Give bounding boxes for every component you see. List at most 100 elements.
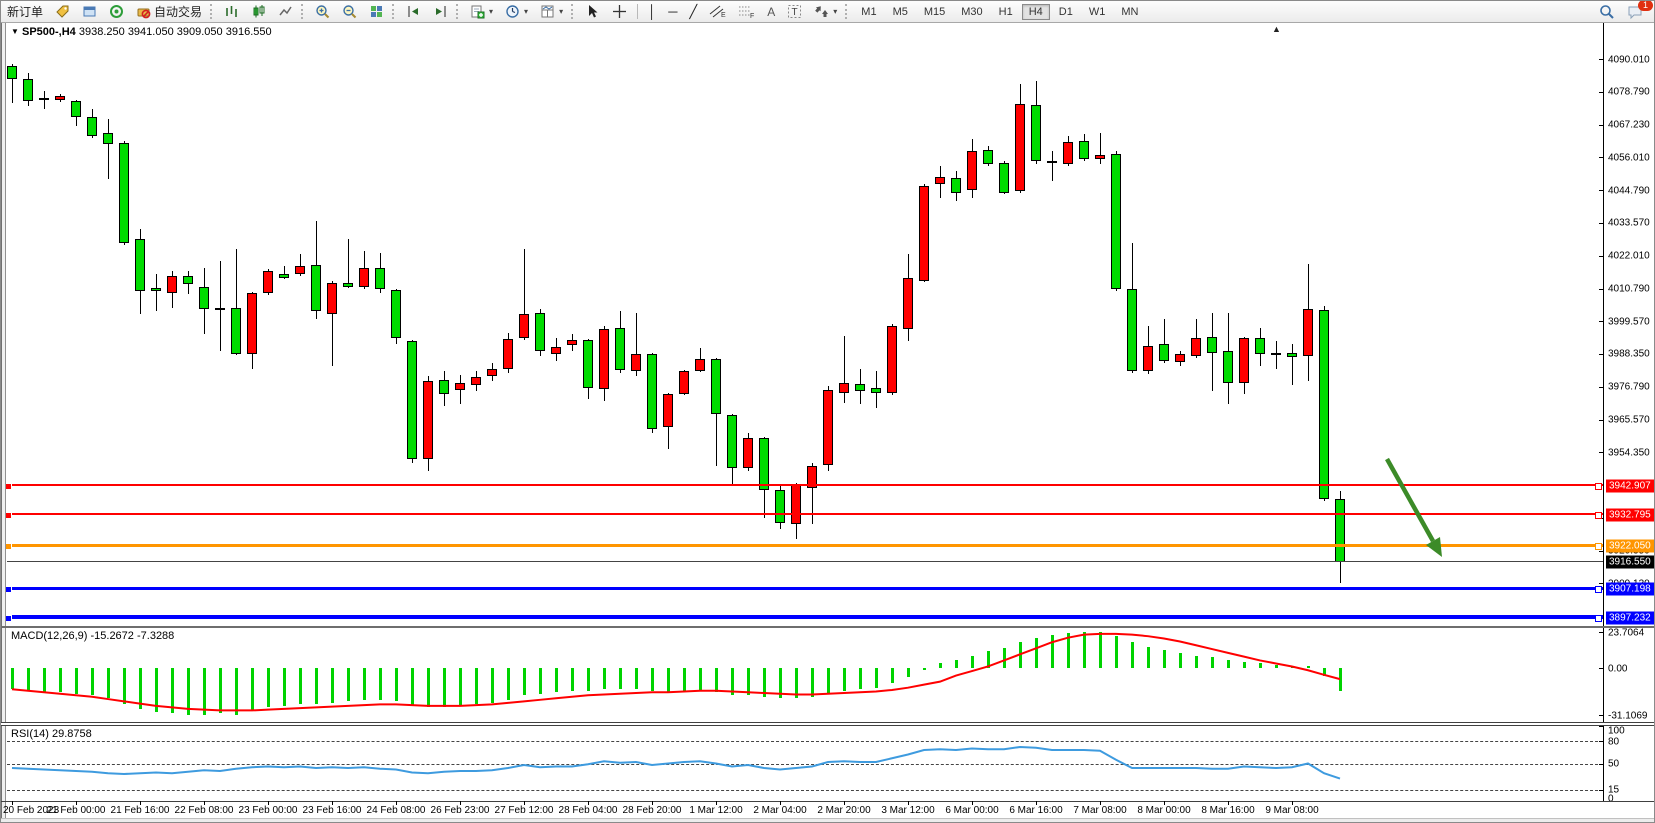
time-tick-label: 2 Mar 20:00 [817, 805, 871, 816]
panel-separator-macd[interactable] [1, 626, 1654, 628]
bar-low-value: 3909.050 [176, 26, 223, 38]
macd-histogram-bar [699, 668, 702, 691]
periods-clock-button[interactable]: ▾ [500, 3, 533, 20]
macd-histogram-bar [955, 660, 958, 668]
time-tick-mark [1164, 801, 1165, 805]
macd-histogram-bar [59, 668, 62, 693]
candle-body [647, 353, 657, 429]
candle-wick [220, 260, 221, 352]
line-left-handle[interactable] [5, 543, 12, 551]
panel-separator-rsi[interactable] [1, 722, 1654, 726]
chart-shift-icon[interactable] [401, 3, 426, 20]
new-chart-button[interactable]: ▾ [465, 3, 498, 20]
line-left-handle[interactable] [5, 614, 12, 622]
price-tick-mark [1599, 550, 1603, 552]
candle-body [983, 149, 993, 164]
line-right-handle[interactable] [1595, 511, 1602, 519]
macd-histogram-bar [43, 668, 46, 693]
sell-arrow-annotation[interactable] [1385, 457, 1442, 557]
line-left-handle[interactable] [5, 511, 12, 519]
auto-scroll-icon[interactable] [428, 3, 453, 20]
macd-histogram-bar [299, 668, 302, 705]
candle-body [1271, 353, 1281, 356]
toolbar-grip [392, 4, 398, 19]
auto-trading-button[interactable]: 自动交易 [131, 3, 207, 20]
crosshair-tool[interactable] [607, 3, 632, 20]
horizontal-line-object[interactable] [7, 513, 1603, 516]
rsi-scale-tick [1599, 789, 1603, 791]
horizontal-line-object[interactable] [7, 615, 1603, 620]
time-tick-label: 24 Feb 08:00 [366, 805, 426, 816]
fibonacci-tool[interactable]: F [733, 3, 760, 20]
candle-wick [812, 463, 813, 524]
tab-timeframe-h1[interactable]: H1 [998, 5, 1013, 18]
text-label-tool[interactable]: T [782, 3, 807, 20]
chat-badge: 1 [1638, 1, 1653, 11]
line-chart-icon[interactable] [273, 3, 298, 20]
tab-timeframe-m30[interactable]: M30 [961, 5, 983, 18]
price-tick-mark [1599, 124, 1603, 126]
candle-body [1191, 338, 1201, 356]
line-price-label: 3942.907 [1606, 479, 1654, 493]
line-left-handle[interactable] [5, 482, 12, 490]
candle-wick [12, 63, 13, 104]
time-tick-mark [76, 801, 77, 805]
chart-expander-icon[interactable]: ▼ [11, 27, 19, 36]
time-tick-label: 21 Feb 16:00 [110, 805, 170, 816]
trendline-tool[interactable]: ╱ [689, 3, 698, 19]
tab-timeframe-m15[interactable]: M15 [923, 5, 946, 18]
equidistant-channel-tool[interactable]: E [704, 3, 731, 20]
new-order-button[interactable]: 新订单 [2, 3, 48, 20]
horizontal-line-tool[interactable]: ─ [668, 4, 678, 19]
line-right-handle[interactable] [1595, 482, 1602, 490]
macd-histogram-bar [347, 668, 350, 702]
price-tick-mark [1599, 419, 1603, 421]
price-tick-mark [1599, 321, 1603, 322]
candle-body [599, 329, 609, 389]
line-right-handle[interactable] [1595, 614, 1602, 622]
tab-timeframe-h4[interactable]: H4 [1021, 3, 1050, 20]
horizontal-line-object[interactable] [7, 544, 1603, 548]
tab-timeframe-mn[interactable]: MN [1121, 5, 1139, 18]
zoom-in-icon[interactable] [310, 3, 335, 20]
line-right-handle[interactable] [1595, 586, 1602, 594]
tab-timeframe-w1[interactable]: W1 [1088, 5, 1106, 18]
candle-body [919, 185, 929, 281]
macd-histogram-bar [779, 668, 782, 699]
candle-body [119, 143, 129, 243]
zoom-out-icon[interactable] [337, 3, 362, 20]
templates-button[interactable]: ▾ [535, 3, 568, 20]
line-right-handle[interactable] [1595, 543, 1602, 551]
text-tool[interactable]: A [767, 4, 776, 19]
market-watch-icon[interactable] [104, 3, 129, 20]
price-tick-mark [1599, 255, 1603, 257]
chart-profiles-icon[interactable] [77, 3, 102, 20]
bar-chart-icon[interactable] [219, 3, 244, 20]
tab-timeframe-m5[interactable]: M5 [892, 5, 908, 18]
time-tick-label: 20 Feb 2023 [3, 805, 60, 816]
cursor-tool[interactable] [580, 3, 605, 20]
line-left-handle[interactable] [5, 586, 12, 594]
tab-timeframe-m1[interactable]: M1 [861, 5, 877, 18]
tab-timeframe-d1[interactable]: D1 [1058, 5, 1073, 18]
candle-body [775, 490, 785, 524]
price-tag-icon[interactable] [50, 3, 75, 20]
candle-wick [844, 335, 845, 404]
candlestick-chart-icon[interactable] [246, 3, 271, 20]
macd-histogram-bar [811, 668, 814, 697]
chat-button[interactable]: 1 [1622, 1, 1653, 20]
macd-histogram-bar [315, 668, 318, 705]
search-icon[interactable] [1594, 3, 1620, 20]
chart-shift-marker-icon[interactable]: ▲ [1272, 24, 1281, 34]
toolbar-grip [571, 4, 577, 19]
candle-body [1127, 289, 1137, 372]
svg-text:T: T [792, 7, 798, 18]
tile-windows-icon[interactable] [364, 3, 389, 20]
macd-histogram-bar [1307, 666, 1310, 668]
macd-histogram-bar [843, 668, 846, 691]
arrows-tool[interactable]: ▾ [809, 3, 842, 20]
candle-body [215, 307, 225, 310]
horizontal-line-object[interactable] [7, 587, 1603, 591]
horizontal-line-object[interactable] [7, 484, 1603, 487]
vertical-line-tool[interactable]: │ [648, 4, 657, 19]
